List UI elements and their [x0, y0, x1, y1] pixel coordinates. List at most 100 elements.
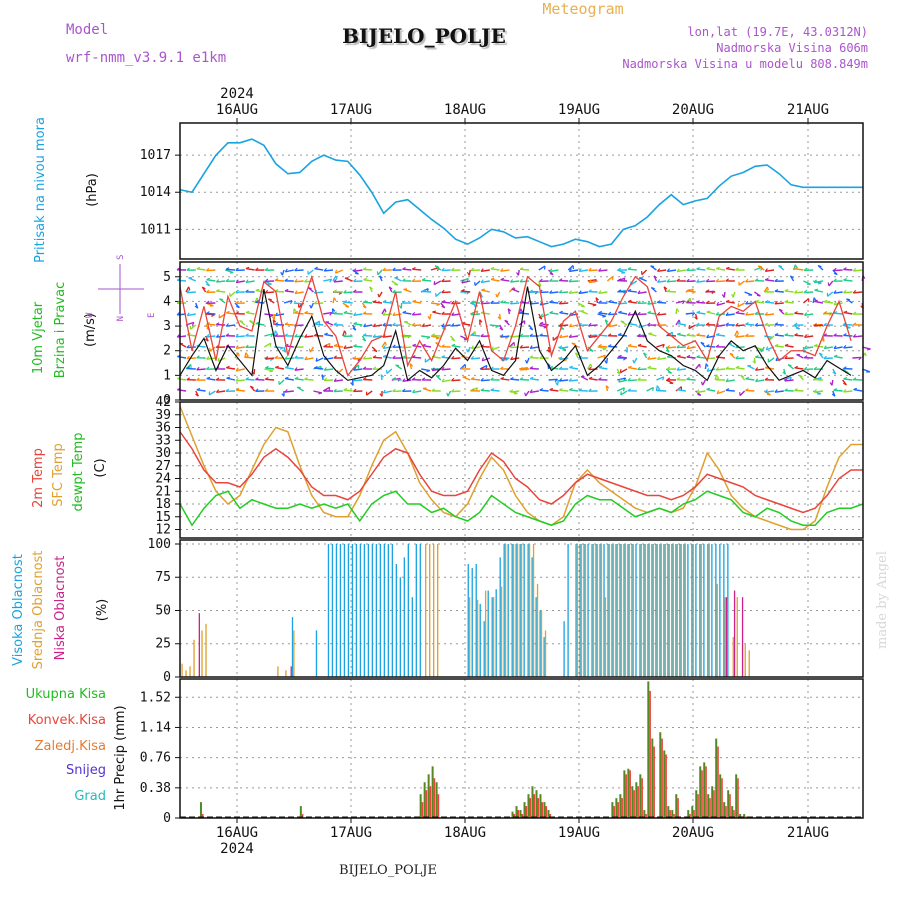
wind-arrow	[412, 356, 422, 359]
wind-arrowhead	[421, 289, 426, 292]
mid-cloud-bar	[732, 637, 734, 677]
wind-arrow	[765, 279, 775, 282]
wind-arrow	[510, 302, 520, 305]
wind-arrowhead	[480, 268, 484, 272]
watermark: made by Angel	[875, 551, 890, 649]
wind-arrow	[264, 333, 273, 337]
wind-arrow	[853, 388, 863, 392]
wind-arrowhead	[490, 377, 494, 381]
wind-arrow	[767, 357, 775, 363]
wind-arrowhead	[784, 299, 789, 303]
wind-arrow	[824, 346, 833, 350]
cloud-unit: (%)	[95, 599, 110, 622]
wind-arrowhead	[656, 385, 660, 389]
wind-arrowhead	[480, 377, 484, 382]
wind-arrowhead	[794, 365, 799, 369]
mid-cloud-bar	[504, 543, 507, 677]
wind-arrowhead	[745, 376, 750, 380]
wind-arrowhead	[833, 267, 837, 272]
wind-arrowhead	[705, 322, 710, 326]
wind-arrow	[539, 322, 549, 326]
wind-arrow	[784, 379, 794, 382]
tick-label-y: 50	[155, 603, 171, 618]
wind-arrow	[314, 367, 324, 370]
wind-arrowhead	[759, 348, 762, 353]
wind-arrow	[324, 368, 334, 371]
wind-arrowhead	[215, 279, 220, 283]
wind-arrow	[324, 357, 334, 361]
wind-arrow	[706, 280, 716, 283]
wind-arrow	[526, 357, 530, 364]
tick-label-y: 75	[155, 570, 171, 585]
wind-arrowhead	[676, 344, 680, 349]
wind-arrowhead	[696, 332, 700, 336]
dewpoint-line	[179, 490, 864, 527]
wind-arrowhead	[343, 289, 347, 294]
wind-arrow	[656, 376, 665, 381]
precip-total-bar	[723, 802, 726, 818]
wind-arrowhead	[293, 308, 297, 312]
wind-arrow	[441, 379, 451, 383]
wind-arrowhead	[668, 371, 672, 374]
wind-arrowhead	[460, 366, 465, 370]
mid-cloud-bar	[544, 630, 547, 677]
mid-cloud-bar	[181, 663, 183, 677]
wind-arrowhead	[362, 305, 367, 309]
mid-cloud-bar	[512, 543, 515, 677]
wind-arrow	[732, 291, 736, 298]
pressure-unit: (hPa)	[85, 173, 100, 207]
model-label: Model	[66, 22, 108, 38]
high-cloud-bar	[339, 543, 342, 677]
wind-arrow	[745, 313, 755, 316]
wind-arrow	[618, 334, 628, 337]
wind-arrowhead	[662, 376, 665, 381]
wind-arrow	[461, 290, 471, 293]
wind-arrowhead	[823, 299, 828, 303]
wind-arrowhead	[323, 344, 328, 348]
wind-arrowhead	[588, 279, 592, 283]
wind-arrow	[378, 291, 383, 298]
wind-arrow	[695, 363, 701, 370]
wind-arrowhead	[665, 349, 670, 353]
wind-arrow	[264, 368, 273, 372]
wind-arrowhead	[323, 268, 327, 272]
wind-arrow	[284, 357, 294, 360]
wind-arrowhead	[853, 387, 858, 391]
wind-arrowhead	[578, 290, 582, 294]
tick-label-y: 3	[163, 319, 171, 334]
precip-conv-bar	[541, 802, 544, 818]
wind-arrow	[686, 334, 696, 337]
wind-arrow	[676, 389, 686, 392]
wind-arrow	[569, 379, 579, 382]
mid-cloud-bar	[660, 543, 663, 677]
wind-arrow	[500, 278, 510, 282]
wind-arrow	[755, 368, 765, 371]
wind-arrow	[598, 291, 608, 295]
high-cloud-bar	[391, 543, 394, 677]
high-cloud-bar	[507, 543, 509, 677]
wind-arrowhead	[605, 385, 610, 389]
wind-arrow	[738, 280, 746, 286]
high-cloud-bar	[327, 543, 330, 677]
wind-arrowhead	[392, 355, 396, 359]
wind-arrowhead	[491, 346, 494, 351]
wind-arrowhead	[219, 298, 224, 301]
wind-arrow	[245, 280, 255, 284]
precip-legend-conv: Konvek.Kisa	[28, 713, 106, 728]
wind-arrowhead	[754, 322, 759, 326]
precip-panel: 0 0.38 0.76 1.14 1.52	[140, 678, 864, 826]
wind-arrowhead	[308, 348, 311, 353]
wind-arrowhead	[461, 279, 465, 284]
wind-arrowhead	[833, 301, 837, 305]
wind-arrowhead	[696, 300, 700, 303]
wind-arrowhead	[353, 321, 358, 325]
wind-arrowhead	[245, 266, 250, 270]
high-cloud-bar	[675, 543, 677, 677]
wind-arrowhead	[206, 366, 210, 370]
wind-arrowhead	[333, 289, 338, 293]
wind-arrowhead	[186, 312, 190, 316]
wind-arrowhead	[402, 355, 406, 359]
wind-arrow	[481, 280, 490, 284]
wind-arrow	[726, 379, 735, 383]
high-cloud-bar	[575, 543, 577, 677]
